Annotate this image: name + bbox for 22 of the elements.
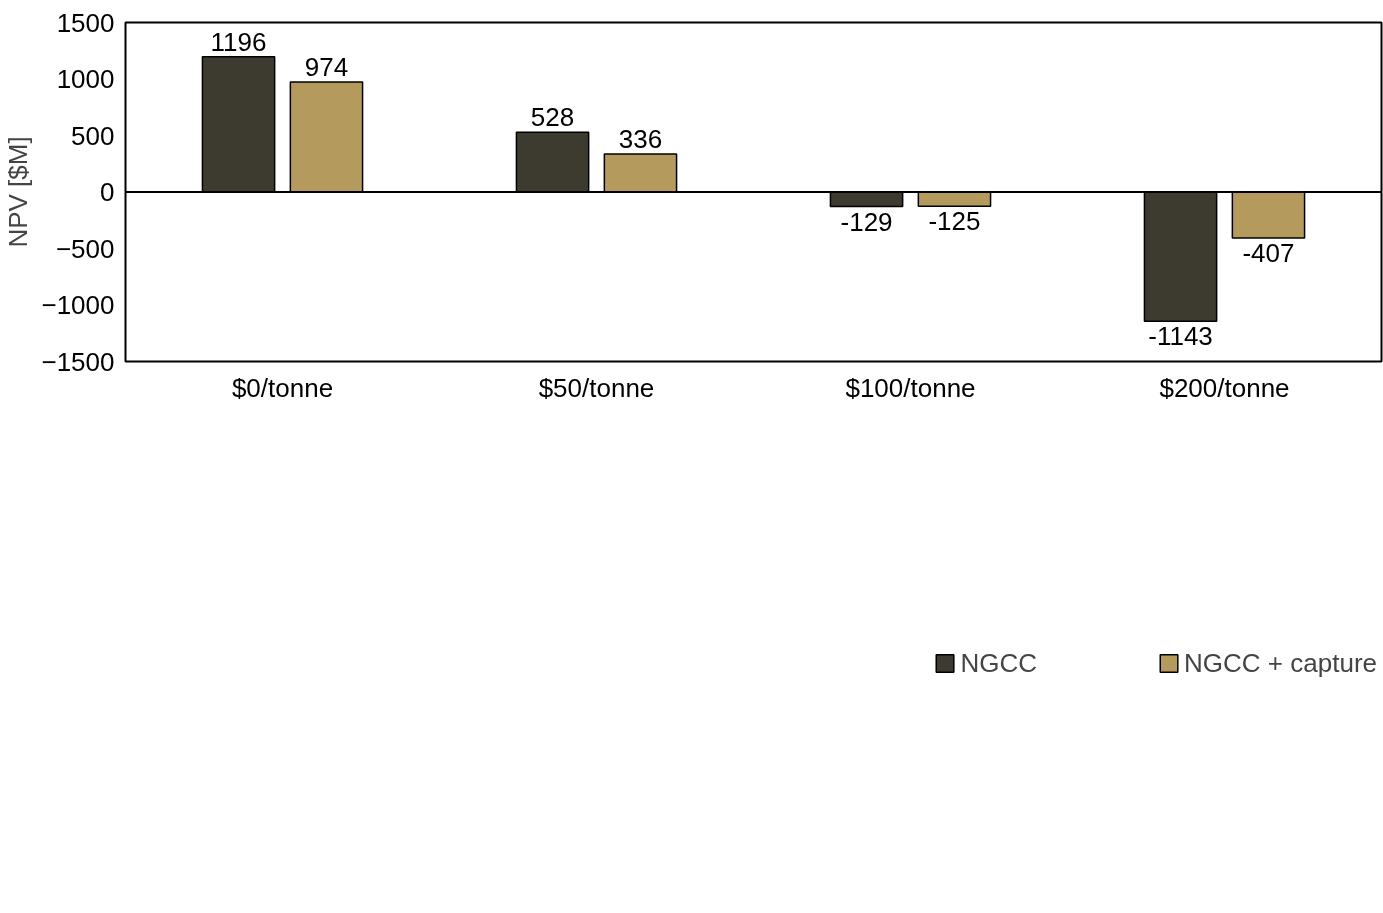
data-label: -1143: [1148, 321, 1213, 352]
y-tick-label: 1500: [56, 7, 115, 38]
y-tick-label: 1000: [56, 64, 115, 94]
data-label: -407: [1242, 237, 1295, 268]
y-tick-label: −1500: [41, 346, 115, 377]
legend-label: NGCC + capture: [1184, 647, 1377, 679]
x-tick-label: $50/tonne: [538, 372, 655, 403]
y-tick-label: −1000: [41, 290, 115, 320]
legend-label: NGCC: [960, 647, 1038, 679]
x-tick-label: $0/tonne: [231, 372, 334, 403]
y-tick-label: −500: [55, 233, 115, 264]
data-label: 528: [530, 102, 575, 133]
data-label: -129: [840, 206, 893, 237]
data-label: 974: [304, 51, 349, 82]
x-tick-label: $200/tonne: [1159, 372, 1290, 403]
data-label: 1196: [210, 26, 267, 57]
y-tick-label: 500: [71, 120, 115, 151]
y-tick-label: 0: [100, 177, 115, 207]
data-label: -125: [928, 206, 981, 237]
data-label: 336: [618, 124, 663, 155]
x-tick-label: $100/tonne: [845, 372, 976, 403]
y-axis-title: NPV [$M]: [3, 136, 34, 248]
